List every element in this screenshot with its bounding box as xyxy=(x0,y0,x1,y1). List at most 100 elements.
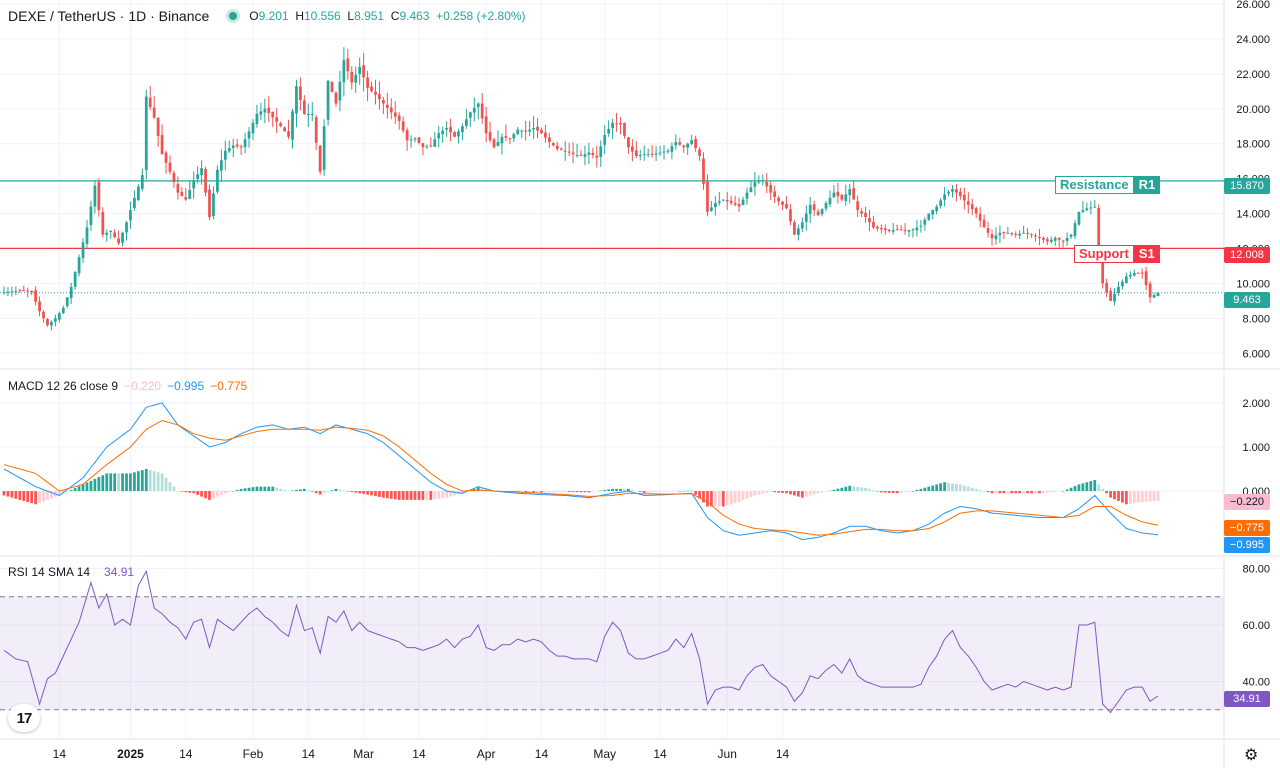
macd-histogram-bar xyxy=(785,491,788,494)
candle-body xyxy=(433,139,437,147)
macd-histogram-bar xyxy=(895,491,899,494)
macd-histogram-bar xyxy=(627,488,630,492)
candle-body xyxy=(591,152,595,156)
candle-body xyxy=(540,129,543,134)
candle-body xyxy=(789,209,792,222)
macd-histogram-bar xyxy=(623,488,626,492)
macd-histogram-bar xyxy=(706,491,709,507)
candle-body xyxy=(271,111,275,118)
macd-histogram-bar xyxy=(682,490,686,492)
candle xyxy=(441,126,445,143)
macd-histogram-bar xyxy=(382,491,385,498)
macd-histogram-bar xyxy=(318,491,322,495)
macd-histogram-bar xyxy=(26,491,30,503)
last-price-tag: 9.463 xyxy=(1224,292,1270,308)
macd-histogram-bar xyxy=(1089,481,1093,492)
candle xyxy=(828,190,832,208)
candle-body xyxy=(978,213,982,221)
macd-histogram-bar xyxy=(1002,491,1006,494)
candle xyxy=(650,145,654,158)
macd-histogram-bar xyxy=(334,488,338,492)
candle xyxy=(358,57,362,85)
candle-body xyxy=(425,146,429,148)
candle xyxy=(844,184,848,206)
macd-histogram-bar xyxy=(235,489,239,492)
candle xyxy=(512,132,516,143)
candle xyxy=(10,286,14,297)
macd-legend[interactable]: MACD 12 26 close 9 −0.220 −0.995 −0.775 xyxy=(8,379,247,393)
candle xyxy=(318,144,322,175)
candle xyxy=(548,132,551,148)
macd-hist-value: −0.220 xyxy=(124,379,162,393)
macd-histogram-bar xyxy=(291,490,294,492)
candle-body xyxy=(318,145,322,172)
candle xyxy=(812,200,816,216)
candle xyxy=(196,166,200,184)
candle-body xyxy=(358,66,362,75)
candle xyxy=(919,219,923,233)
macd-histogram-bar xyxy=(22,491,26,501)
candle-body xyxy=(476,103,480,108)
candle-body xyxy=(405,130,409,141)
settings-gear-icon[interactable]: ⚙ xyxy=(1244,747,1259,764)
candle-body xyxy=(310,114,314,116)
macd-histogram-bar xyxy=(935,484,939,492)
macd-histogram-bar xyxy=(698,491,701,499)
candle-body xyxy=(1113,293,1116,302)
macd-histogram-bar xyxy=(812,491,816,495)
candle xyxy=(1109,287,1112,301)
candle xyxy=(1002,231,1006,240)
macd-histogram-bar xyxy=(804,491,808,497)
tradingview-logo-icon[interactable]: 17 xyxy=(8,704,40,732)
candle-body xyxy=(698,149,701,156)
resistance-badge[interactable]: Resistance R1 xyxy=(1055,176,1161,194)
candle xyxy=(144,89,148,180)
support-badge[interactable]: Support S1 xyxy=(1074,245,1160,263)
candle-body xyxy=(504,135,508,138)
macd-histogram-bar xyxy=(848,485,852,492)
candle xyxy=(1010,232,1014,237)
macd-histogram-bar xyxy=(397,491,401,500)
candle-body xyxy=(955,189,958,193)
macd-histogram-bar xyxy=(536,491,539,493)
macd-histogram-bar xyxy=(1042,491,1045,493)
candle xyxy=(951,185,954,198)
candle xyxy=(61,305,65,315)
symbol-title[interactable]: DEXE / TetherUS · 1D · Binance xyxy=(8,8,210,24)
price-axis-label: 18.000 xyxy=(1236,139,1270,151)
candle-body xyxy=(350,71,354,83)
candle-body xyxy=(89,206,93,225)
candle-body xyxy=(113,232,117,238)
candle xyxy=(883,224,887,235)
candle-body xyxy=(769,184,773,193)
candle-body xyxy=(247,131,251,139)
macd-histogram-bar xyxy=(1057,491,1061,492)
candle xyxy=(89,200,93,231)
candle xyxy=(413,137,417,143)
candle xyxy=(516,126,520,135)
macd-histogram-bar xyxy=(524,491,528,493)
candle-body xyxy=(544,132,547,138)
candle xyxy=(121,231,124,247)
macd-histogram-bar xyxy=(876,491,879,492)
rsi-legend[interactable]: RSI 14 SMA 14 34.91 xyxy=(8,565,134,579)
candle xyxy=(978,206,982,228)
candle xyxy=(433,131,437,147)
candle-body xyxy=(346,58,350,72)
candle xyxy=(409,135,413,148)
ohlc-readout: O9.201 H10.556 L8.951 C9.463 +0.258 (+2.… xyxy=(249,9,526,23)
candle-body xyxy=(421,143,425,148)
time-axis-label: 14 xyxy=(535,747,549,761)
macd-signal-tag: −0.775 xyxy=(1224,520,1270,536)
macd-histogram-bar xyxy=(619,488,622,492)
support-price-tag: 12.008 xyxy=(1224,247,1270,263)
candle xyxy=(962,187,966,210)
candle xyxy=(1144,266,1148,290)
resistance-label: Resistance xyxy=(1055,176,1134,194)
candle-body xyxy=(1085,208,1089,211)
macd-histogram-bar xyxy=(441,491,445,499)
price-axis-label: 22.000 xyxy=(1236,69,1270,81)
candle-body xyxy=(966,201,970,205)
candle xyxy=(915,219,919,237)
